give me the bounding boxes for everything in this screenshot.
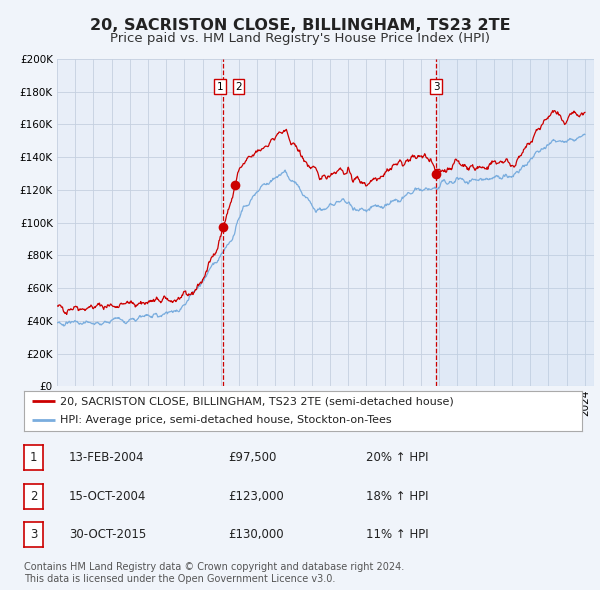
Text: Contains HM Land Registry data © Crown copyright and database right 2024.: Contains HM Land Registry data © Crown c… bbox=[24, 562, 404, 572]
Text: 20% ↑ HPI: 20% ↑ HPI bbox=[366, 451, 428, 464]
Text: 1: 1 bbox=[30, 451, 37, 464]
Text: This data is licensed under the Open Government Licence v3.0.: This data is licensed under the Open Gov… bbox=[24, 574, 335, 584]
Text: 2: 2 bbox=[30, 490, 37, 503]
Text: HPI: Average price, semi-detached house, Stockton-on-Tees: HPI: Average price, semi-detached house,… bbox=[60, 415, 392, 425]
Text: 20, SACRISTON CLOSE, BILLINGHAM, TS23 2TE: 20, SACRISTON CLOSE, BILLINGHAM, TS23 2T… bbox=[89, 18, 511, 32]
Text: £130,000: £130,000 bbox=[228, 528, 284, 541]
Text: 30-OCT-2015: 30-OCT-2015 bbox=[69, 528, 146, 541]
Text: £123,000: £123,000 bbox=[228, 490, 284, 503]
Text: 1: 1 bbox=[217, 82, 223, 92]
Bar bbox=[436, 59, 594, 386]
Text: 18% ↑ HPI: 18% ↑ HPI bbox=[366, 490, 428, 503]
Text: 15-OCT-2004: 15-OCT-2004 bbox=[69, 490, 146, 503]
Text: 11% ↑ HPI: 11% ↑ HPI bbox=[366, 528, 428, 541]
Text: Price paid vs. HM Land Registry's House Price Index (HPI): Price paid vs. HM Land Registry's House … bbox=[110, 32, 490, 45]
Text: 3: 3 bbox=[433, 82, 439, 92]
Text: £97,500: £97,500 bbox=[228, 451, 277, 464]
Text: 2: 2 bbox=[235, 82, 242, 92]
Text: 20, SACRISTON CLOSE, BILLINGHAM, TS23 2TE (semi-detached house): 20, SACRISTON CLOSE, BILLINGHAM, TS23 2T… bbox=[60, 396, 454, 407]
Text: 13-FEB-2004: 13-FEB-2004 bbox=[69, 451, 145, 464]
Text: 3: 3 bbox=[30, 528, 37, 541]
